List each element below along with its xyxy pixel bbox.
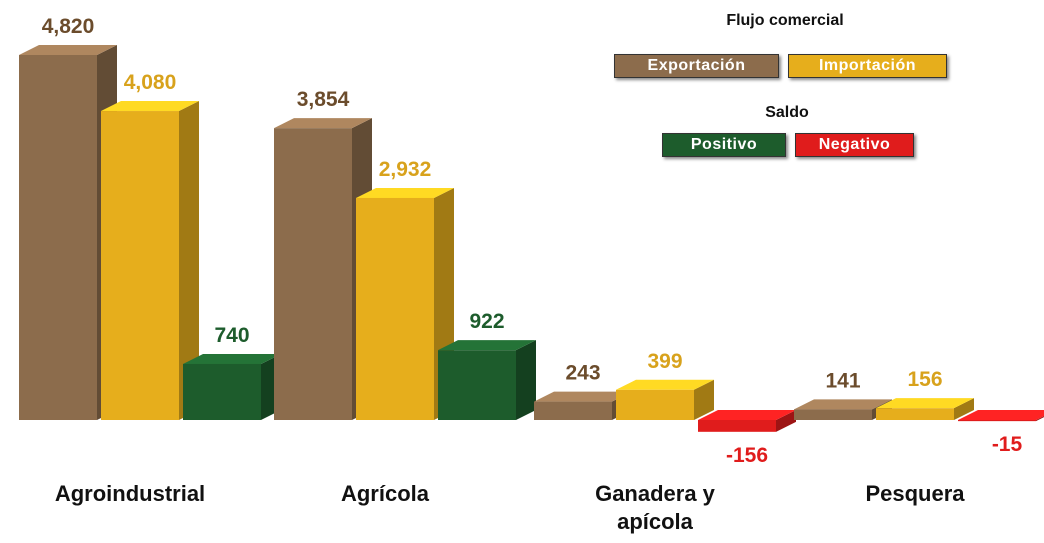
bar-side [694, 379, 714, 420]
value-label: -156 [726, 444, 768, 467]
bar [274, 128, 352, 420]
value-label: 156 [907, 368, 942, 391]
legend-entry[interactable]: Negativo [795, 133, 914, 157]
bar [616, 389, 694, 420]
value-label: 399 [647, 350, 682, 373]
value-label: -15 [992, 433, 1023, 456]
bar-top [438, 340, 536, 351]
bar [183, 363, 261, 420]
value-label: 3,854 [297, 88, 350, 111]
category-label: Ganadera y apícola [595, 481, 715, 534]
legend-entry[interactable]: Positivo [662, 133, 786, 157]
bar-top [183, 353, 281, 364]
bar-top [101, 101, 199, 112]
legend-entry[interactable]: Importación [788, 54, 947, 78]
category-label: Agroindustrial [54, 481, 206, 506]
bar [438, 350, 516, 420]
bar [876, 408, 954, 420]
bar-top [876, 398, 974, 409]
bar [101, 111, 179, 420]
bar [356, 197, 434, 420]
value-label: 243 [565, 362, 600, 385]
bar-top [958, 410, 1044, 420]
legend-title: Saldo [765, 104, 809, 121]
value-label: 740 [214, 324, 249, 347]
value-label: 4,080 [124, 71, 177, 94]
bar [534, 401, 612, 420]
bar [794, 409, 872, 420]
legend-entry[interactable]: Exportación [614, 54, 779, 78]
bar-side [776, 410, 796, 432]
value-label: 4,820 [42, 15, 95, 38]
bar-top [19, 45, 117, 55]
bar-top [794, 399, 892, 410]
bar [698, 420, 776, 432]
bar-top [356, 187, 454, 198]
value-label: 141 [825, 369, 860, 392]
bar-side [954, 398, 974, 420]
bar-top [274, 118, 372, 129]
bar [958, 420, 1036, 422]
value-label: 922 [469, 310, 504, 333]
bar-top [534, 391, 632, 402]
legend-title: Flujo comercial [726, 12, 844, 29]
bar [19, 55, 97, 420]
bar-top [698, 410, 796, 420]
bar-top [616, 379, 714, 390]
bar-side [1036, 416, 1044, 422]
value-label: 2,932 [379, 158, 432, 181]
bar-side [179, 101, 199, 420]
category-label: Agrícola [340, 481, 430, 506]
bar-side [516, 340, 536, 420]
category-label: Pesquera [865, 481, 965, 506]
